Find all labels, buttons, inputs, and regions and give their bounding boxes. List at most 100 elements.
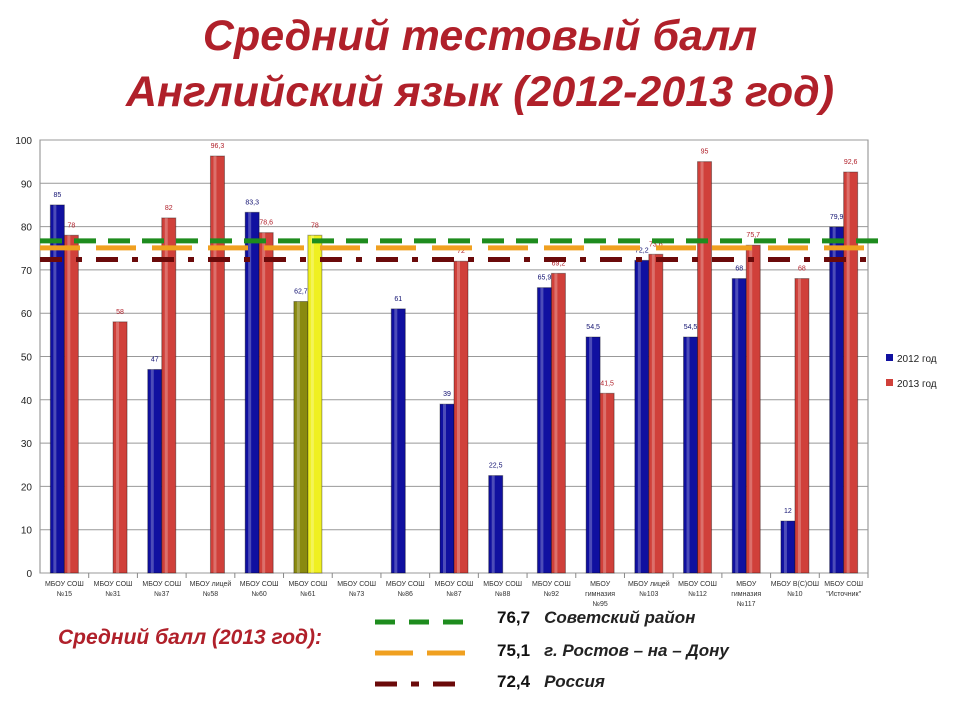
y-tick-label: 50: [21, 353, 33, 364]
reference-value: 76,7: [497, 608, 531, 627]
x-tick-label: №58: [203, 591, 218, 598]
bar-highlight: [797, 278, 801, 573]
bar-highlight: [457, 261, 460, 573]
bar-highlight: [150, 369, 154, 573]
bar-highlight: [637, 260, 641, 573]
bar-highlight: [67, 235, 71, 573]
x-tick-label: МБОУ СОШ: [483, 581, 522, 588]
bar-2012: [780, 520, 796, 574]
data-label: 68: [798, 266, 806, 273]
x-tick-label: МБОУ СОШ: [337, 581, 376, 588]
bar-2013: [599, 392, 615, 574]
bar-2013: [550, 272, 566, 574]
y-tick-label: 90: [21, 179, 33, 190]
average-score-label: Средний балл (2013 год):: [58, 626, 323, 649]
data-label: 22,5: [489, 463, 503, 470]
x-tick-label: гимназия: [731, 591, 761, 598]
data-label: 69,2: [552, 260, 566, 267]
bar-2013: [453, 260, 469, 574]
bar-2013: [745, 244, 761, 574]
bar-2012: [293, 301, 309, 574]
x-tick-label: МБОУ: [590, 581, 611, 588]
data-label: 62,7: [294, 289, 308, 296]
x-tick-label: №73: [349, 591, 364, 598]
data-label: 54,5: [586, 324, 600, 331]
data-label: 41,5: [600, 380, 614, 387]
x-tick-label: №87: [446, 591, 461, 598]
y-tick-label: 40: [21, 396, 33, 407]
bar-highlight: [213, 156, 217, 573]
data-label: 96,3: [211, 143, 225, 150]
bar-highlight: [53, 204, 57, 573]
bar-highlight: [846, 172, 850, 574]
data-label: 78: [67, 222, 75, 229]
bar-highlight: [116, 321, 120, 573]
bar-highlight: [394, 308, 398, 573]
bar-2012: [536, 287, 552, 574]
bar-highlight: [248, 212, 252, 573]
data-label: 47: [151, 356, 159, 363]
bar-highlight: [651, 254, 655, 573]
bar-2013: [843, 171, 859, 574]
data-label: 39: [443, 391, 451, 398]
x-tick-label: №86: [398, 591, 413, 598]
data-label: 78,6: [259, 220, 273, 227]
bar-2012: [439, 403, 455, 574]
bar-highlight: [700, 161, 704, 573]
bar-2013: [648, 253, 664, 574]
x-tick-label: №92: [544, 591, 559, 598]
reference-name: г. Ростов – на – Дону: [544, 641, 729, 660]
x-tick-label: №117: [737, 601, 756, 608]
bar-highlight: [686, 337, 690, 573]
data-label: 75,7: [746, 232, 760, 239]
x-tick-label: №37: [154, 591, 169, 598]
bar-2012: [49, 204, 65, 574]
bar-2013: [307, 234, 323, 574]
legend-label: 2012 год: [897, 354, 937, 365]
x-tick-label: №10: [787, 591, 802, 598]
bar-2012: [829, 226, 845, 574]
bar-highlight: [164, 217, 168, 573]
bar-highlight: [310, 235, 314, 573]
bar-2012: [390, 308, 406, 574]
x-tick-label: МБОУ СОШ: [678, 581, 717, 588]
bar-highlight: [540, 287, 544, 573]
x-tick-label: №15: [57, 591, 72, 598]
legend-label: 2013 год: [897, 379, 937, 390]
bar-highlight: [832, 227, 836, 573]
bar-2013: [63, 234, 79, 574]
y-tick-label: 70: [21, 266, 33, 277]
data-label: 83,3: [245, 199, 259, 206]
x-tick-label: МБОУ: [736, 581, 757, 588]
x-tick-label: №88: [495, 591, 510, 598]
chart-title-line1: Средний тестовый балл: [202, 12, 758, 60]
reference-value: 75,1: [497, 641, 531, 660]
reference-legend-sovetsky: 76,7 Советский район: [497, 608, 695, 628]
data-label: 68: [735, 266, 743, 273]
bar-highlight: [735, 278, 739, 573]
x-tick-label: МБОУ В(С)ОШ: [771, 581, 819, 588]
bar-highlight: [589, 337, 593, 573]
bar-2012: [585, 336, 601, 574]
legend-swatch: [886, 379, 893, 386]
x-tick-label: МБОУ лицей: [628, 580, 670, 588]
data-label: 92,6: [844, 159, 858, 166]
data-label: 58: [116, 309, 124, 316]
x-tick-label: МБОУ СОШ: [386, 581, 425, 588]
x-tick-label: №60: [252, 591, 267, 598]
data-label: 85: [53, 192, 61, 199]
data-label: 72: [457, 248, 465, 255]
bar-2013: [161, 217, 177, 574]
bar-2013: [258, 232, 274, 574]
data-label: 54,5: [684, 324, 698, 331]
x-tick-label: МБОУ СОШ: [288, 581, 327, 588]
bar-2012: [731, 278, 747, 574]
bar-2012: [488, 475, 504, 574]
reference-legend-russia: 72,4 Россия: [497, 672, 605, 692]
x-tick-label: №112: [688, 591, 707, 598]
x-tick-label: №61: [300, 591, 315, 598]
x-tick-label: МБОУ СОШ: [45, 581, 84, 588]
bar-highlight: [491, 475, 495, 573]
bar-highlight: [554, 273, 558, 573]
